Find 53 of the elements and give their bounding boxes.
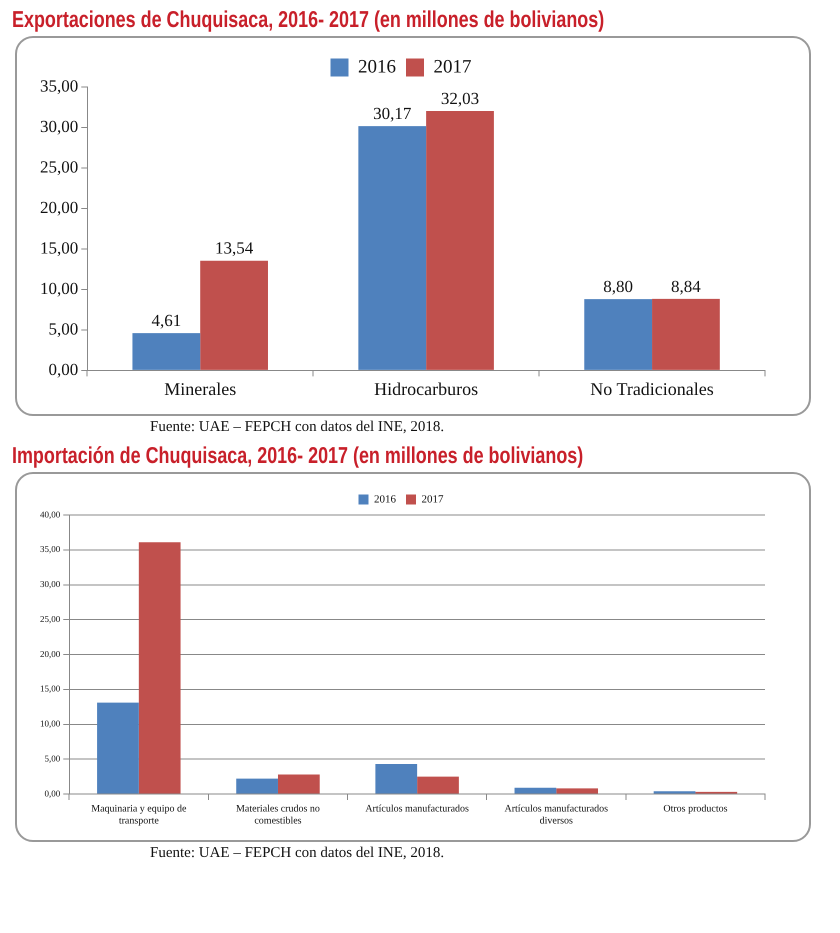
- x-tick-label: Otros productos: [663, 804, 728, 815]
- x-tick-label: Artículos manufacturados diversos: [504, 804, 608, 827]
- legend-label: 2016: [374, 493, 396, 506]
- x-tick-label: Minerales: [164, 378, 236, 399]
- y-tick-label: 30,00: [40, 116, 78, 136]
- x-tick-label: Artículos manufacturados: [365, 804, 470, 815]
- data-label: 32,03: [440, 89, 480, 108]
- y-tick-label: 15,00: [40, 684, 61, 694]
- data-label: 8,80: [603, 277, 634, 296]
- y-tick-label: 10,00: [40, 278, 78, 298]
- chart-title: Importación de Chuquisaca, 2016- 2017 (en millones de bolivianos): [12, 442, 584, 470]
- y-tick-label: 20,00: [40, 198, 78, 217]
- y-tick-label: 10,00: [40, 718, 61, 729]
- y-tick-label: 0,00: [44, 788, 61, 798]
- legend-label: 2016: [358, 56, 396, 78]
- bar: [375, 764, 418, 794]
- y-tick-label: 15,00: [40, 238, 78, 258]
- bar: [132, 333, 200, 370]
- y-tick-label: 5,00: [44, 753, 61, 764]
- y-tick-label: 35,00: [40, 76, 78, 96]
- bar: [584, 299, 652, 370]
- bar: [138, 542, 181, 794]
- x-tick-label: Hidrocarburos: [374, 378, 478, 399]
- data-label: 30,17: [373, 104, 412, 124]
- x-tick-label: Maquinaria y equipo de transporte: [91, 804, 188, 827]
- y-tick-label: 0,00: [48, 360, 78, 379]
- bar: [278, 774, 320, 794]
- bar: [417, 776, 459, 794]
- bar: [652, 298, 720, 370]
- y-tick-label: 5,00: [48, 319, 78, 338]
- y-tick-label: 30,00: [40, 579, 61, 590]
- x-tick-label: No Tradicionales: [590, 378, 714, 399]
- bar: [426, 111, 494, 370]
- y-tick-label: 25,00: [40, 614, 61, 624]
- bar: [514, 788, 556, 794]
- bar: [556, 788, 598, 794]
- chart-title: Exportaciones de Chuquisaca, 2016- 2017 (en millones de bolivianos): [12, 6, 604, 34]
- bar: [97, 702, 139, 794]
- data-label: 4,61: [151, 311, 182, 330]
- y-tick-label: 25,00: [40, 157, 78, 176]
- legend-label: 2017: [434, 56, 472, 78]
- data-label: 8,84: [671, 276, 702, 296]
- source-note: Fuente: UAE – FEPCH con datos del INE, 2018.: [150, 419, 446, 436]
- x-tick-label: Materiales crudos no comestibles: [236, 804, 320, 827]
- legend-label: 2017: [422, 493, 444, 506]
- source-note: Fuente: UAE – FEPCH con datos del INE, 2018.: [150, 845, 446, 862]
- y-tick-label: 40,00: [40, 509, 61, 520]
- bar: [236, 778, 278, 794]
- y-tick-label: 20,00: [40, 648, 61, 659]
- y-tick-label: 35,00: [40, 544, 61, 554]
- bar: [358, 126, 426, 370]
- bar: [200, 260, 268, 370]
- data-label: 13,54: [214, 238, 254, 258]
